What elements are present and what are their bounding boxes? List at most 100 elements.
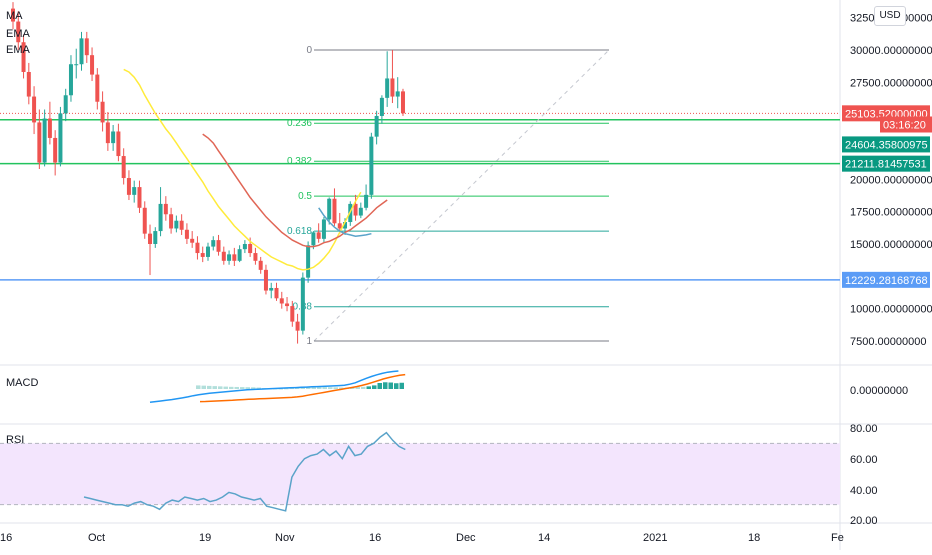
indicator-label-ema-1[interactable]: EMA — [6, 28, 31, 40]
macd-histogram-bar — [295, 387, 300, 389]
macd-signal-line — [199, 373, 406, 403]
ma-line — [123, 68, 362, 271]
price-tag-label: 24604.35800975 — [845, 139, 928, 151]
macd-histogram-bar — [388, 382, 393, 389]
candle-body — [116, 131, 121, 157]
candle-body — [53, 137, 58, 163]
candle-body — [327, 198, 332, 220]
candle-body — [42, 118, 47, 163]
indicator-label-ma[interactable]: MA — [6, 10, 23, 22]
macd-histogram-bar — [328, 387, 333, 389]
macd-line — [149, 370, 399, 403]
candle-body — [153, 231, 158, 244]
candle-body — [300, 277, 305, 331]
price-tag — [842, 136, 930, 153]
candle-body — [374, 115, 379, 137]
rsi-axis-label-80: 80.00 — [850, 423, 878, 435]
macd-histogram-bar — [306, 387, 311, 389]
candle-body — [321, 219, 326, 239]
candle-body — [63, 95, 68, 114]
macd-histogram-bar — [399, 382, 404, 389]
ema-line — [318, 207, 372, 237]
candle-body — [21, 42, 26, 72]
macd-histogram-bar — [300, 387, 305, 389]
macd-histogram-bar — [196, 385, 201, 389]
macd-histogram-bar — [284, 388, 289, 390]
candle-body — [95, 74, 100, 102]
fib-level-label: 0 — [306, 45, 312, 56]
macd-axis-label: 0.00000000 — [850, 385, 908, 397]
price-tag — [880, 116, 932, 133]
rsi-pane-label[interactable]: RSI — [6, 434, 24, 446]
candle-body — [400, 91, 405, 114]
candle-body — [385, 78, 390, 98]
rsi-line — [83, 431, 406, 512]
macd-histogram-bar — [256, 387, 261, 389]
candle-body — [32, 96, 37, 123]
moving-average-lines — [123, 68, 388, 271]
price-tag-label: 12229.28168768 — [845, 275, 928, 287]
macd-indicator — [149, 370, 406, 403]
horizontal-levels — [0, 112, 840, 281]
candle-body — [395, 91, 400, 97]
rsi-axis-label-60: 60.00 — [850, 454, 878, 466]
candle-body — [316, 232, 321, 239]
candle-body — [285, 303, 290, 307]
candle-body — [121, 156, 126, 179]
candle-body — [337, 223, 342, 229]
candle-body — [132, 187, 137, 195]
macd-histogram-bar — [361, 386, 366, 389]
candle-body — [74, 64, 79, 66]
price-tags: 25103.5200000003:16:2024604.358009752121… — [842, 105, 932, 288]
macd-histogram-bar — [289, 388, 294, 390]
macd-histogram-bar — [278, 388, 283, 390]
fib-level-label: 0.382 — [287, 156, 312, 167]
macd-histogram-bar — [207, 385, 212, 389]
time-label: 2021 — [643, 532, 667, 544]
price-axis-label: 20000.00000000 — [850, 174, 932, 186]
candlestick-series — [11, 2, 405, 344]
fib-level-label: 0.618 — [287, 226, 312, 237]
indicator-label-ema-2[interactable]: EMA — [6, 44, 31, 56]
candle-body — [200, 253, 205, 257]
candle-body — [227, 254, 232, 261]
price-axis-label: 7500.00000000 — [850, 336, 926, 348]
price-tag — [842, 155, 930, 172]
rsi-indicator — [83, 431, 406, 512]
time-label: Dec — [456, 532, 476, 544]
candle-body — [358, 207, 363, 216]
time-label: 19 — [199, 532, 211, 544]
fib-level-label: 0.236 — [287, 118, 312, 129]
macd-histogram-bar — [333, 387, 338, 389]
candle-body — [390, 78, 395, 97]
time-label: Fe — [831, 532, 844, 544]
price-axis[interactable]: 32500.0000000030000.0000000027500.000000… — [850, 13, 932, 348]
candle-body — [16, 21, 21, 43]
candle-body — [179, 220, 184, 230]
macd-histogram-bar — [229, 386, 234, 389]
macd-histogram-bar — [383, 382, 388, 389]
candle-body — [105, 122, 110, 144]
macd-histogram-bar — [234, 386, 239, 389]
candle-body — [364, 194, 369, 208]
candle-body — [279, 298, 284, 304]
candle-body — [58, 113, 63, 163]
time-axis[interactable]: 16 Oct 19 Nov 16 Dec 14 2021 18 Fe — [0, 532, 844, 544]
candle-body — [148, 233, 153, 244]
currency-button[interactable]: USD — [874, 6, 906, 26]
fib-trend-line[interactable] — [313, 49, 610, 342]
price-axis-label: 30000.00000000 — [850, 45, 932, 57]
macd-histogram-bar — [355, 387, 360, 389]
candle-body — [142, 207, 147, 234]
candle-body — [216, 240, 221, 252]
macd-histogram-bar — [212, 386, 217, 389]
candle-body — [369, 136, 374, 195]
ema-line — [202, 133, 388, 248]
macd-pane-label[interactable]: MACD — [6, 377, 38, 389]
macd-histogram-bar — [339, 387, 344, 389]
candle-body — [174, 220, 179, 229]
candle-body — [232, 254, 237, 261]
candle-body — [79, 38, 84, 65]
